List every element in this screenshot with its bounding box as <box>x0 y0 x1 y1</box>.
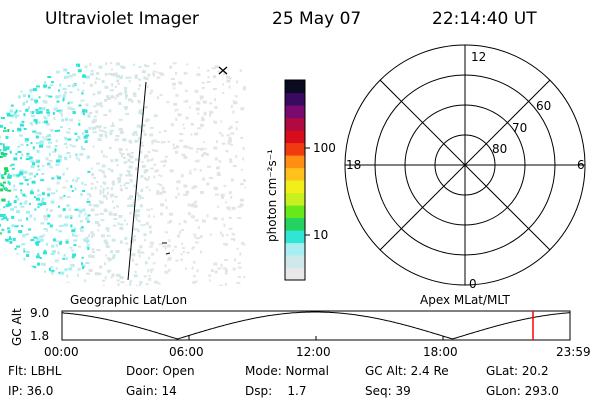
colorbar-band <box>285 217 305 231</box>
info-dsp: Dsp: 1.7 <box>245 384 307 398</box>
intensity-colorbar <box>285 80 305 281</box>
mlt-label-18: 18 <box>346 158 361 172</box>
timeline-right-title: Apex MLat/MLT <box>420 293 510 307</box>
info-mode: Mode: Normal <box>245 364 329 378</box>
info-filter: Flt: LBHL <box>8 364 62 378</box>
orbit-altitude-curve <box>62 311 570 340</box>
mlt-label-6: 6 <box>577 158 585 172</box>
colorbar-tick-label: 10 <box>313 228 328 242</box>
info-ip: IP: 36.0 <box>8 384 53 398</box>
mlt-label-0: 0 <box>469 277 477 291</box>
colorbar-unit-label: photon cm⁻²s⁻¹ <box>265 149 279 242</box>
colorbar-band <box>285 192 305 206</box>
timeline-ytick: 9.0 <box>30 306 49 320</box>
instrument-title: Ultraviolet Imager <box>45 9 199 29</box>
timeline-ytick: 1.8 <box>30 329 49 343</box>
terminator-line <box>127 81 147 281</box>
observation-date: 25 May 07 <box>272 9 361 29</box>
timeline-xtick: 23:59 <box>556 345 591 359</box>
mlt-label-12: 12 <box>471 50 486 64</box>
colorbar-band <box>285 142 305 156</box>
mlt-diagonal <box>379 79 551 251</box>
info-glon: GLon: 293.0 <box>486 384 559 398</box>
timeline-frame <box>61 310 571 341</box>
timeline-xtick: 06:00 <box>169 345 204 359</box>
colorbar-band <box>285 167 305 181</box>
timeline-xtick: 00:00 <box>44 345 79 359</box>
colorbar-band <box>285 92 305 106</box>
colorbar-band <box>285 105 305 119</box>
info-seq: Seq: 39 <box>365 384 411 398</box>
image-mark <box>165 252 171 255</box>
colorbar-band <box>285 155 305 169</box>
mlat-label-70: 70 <box>512 121 527 135</box>
timeline-xtick: 12:00 <box>296 345 331 359</box>
pole-marker <box>218 66 228 75</box>
colorbar-band <box>285 267 305 281</box>
timeline-ticks <box>188 336 444 340</box>
info-door: Door: Open <box>126 364 195 378</box>
mlat-label-80: 80 <box>492 142 507 156</box>
colorbar-band <box>285 130 305 144</box>
info-gc-alt: GC Alt: 2.4 Re <box>365 364 449 378</box>
colorbar-band <box>285 255 305 269</box>
colorbar-tick-label: 100 <box>313 141 336 155</box>
colorbar-band <box>285 80 305 94</box>
colorbar-band <box>285 230 305 244</box>
colorbar-band <box>285 242 305 256</box>
timeline-xtick: 18:00 <box>423 345 458 359</box>
observation-time: 22:14:40 UT <box>432 9 537 29</box>
auroral-image <box>0 62 246 286</box>
colorbar-band <box>285 180 305 194</box>
timeline-ylabel: GC Alt <box>10 308 24 346</box>
colorbar-band <box>285 205 305 219</box>
info-gain: Gain: 14 <box>126 384 177 398</box>
colorbar-frame <box>284 79 306 281</box>
colorbar-band <box>285 117 305 131</box>
info-glat: GLat: 20.2 <box>486 364 549 378</box>
timeline-left-title: Geographic Lat/Lon <box>70 293 187 307</box>
mlat-label-60: 60 <box>536 99 551 113</box>
polar-grid <box>344 44 586 286</box>
